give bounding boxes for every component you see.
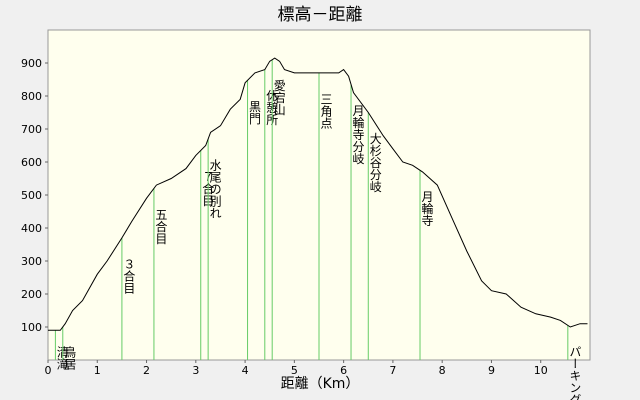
marker-label: 大杉谷分岐 — [368, 132, 382, 192]
marker-label: 五合目 — [154, 208, 168, 244]
y-tick-label: 700 — [21, 123, 42, 136]
x-tick-label: 3 — [192, 364, 199, 377]
elevation-line — [48, 57, 588, 331]
y-tick-label: 100 — [21, 321, 42, 334]
y-tick-label: 200 — [21, 288, 42, 301]
y-tick-label: 300 — [21, 255, 42, 268]
y-tick-label: 800 — [21, 90, 42, 103]
marker-label: 水尾の別れ — [208, 158, 222, 218]
x-tick-label: 1 — [94, 364, 101, 377]
chart-title: 標高－距離 — [278, 5, 363, 25]
marker-label: 愛宕山 — [272, 79, 286, 115]
y-tick-label: 500 — [21, 189, 42, 202]
marker-label: パーキング — [568, 345, 582, 400]
marker-label: 三角点 — [319, 93, 333, 129]
marker-label: 月輪寺 — [420, 190, 434, 226]
marker-label: 鳥居 — [63, 345, 77, 371]
x-tick-label: 4 — [242, 364, 249, 377]
x-tick-label: 0 — [45, 364, 52, 377]
x-axis-label: 距離（Km） — [281, 375, 360, 392]
x-tick-label: 5 — [291, 364, 298, 377]
x-tick-label: 8 — [439, 364, 446, 377]
y-tick-label: 900 — [21, 57, 42, 70]
marker-label: 月輪寺分岐 — [351, 104, 365, 164]
y-tick-label: 600 — [21, 156, 42, 169]
marker-label: ３合目 — [122, 258, 136, 294]
x-tick-label: 7 — [389, 364, 396, 377]
y-tick-label: 400 — [21, 222, 42, 235]
x-tick-label: 10 — [534, 364, 548, 377]
x-tick-label: 9 — [488, 364, 495, 377]
x-tick-label: 6 — [340, 364, 347, 377]
x-tick-label: 2 — [143, 364, 150, 377]
marker-label: 黒門 — [248, 100, 262, 124]
